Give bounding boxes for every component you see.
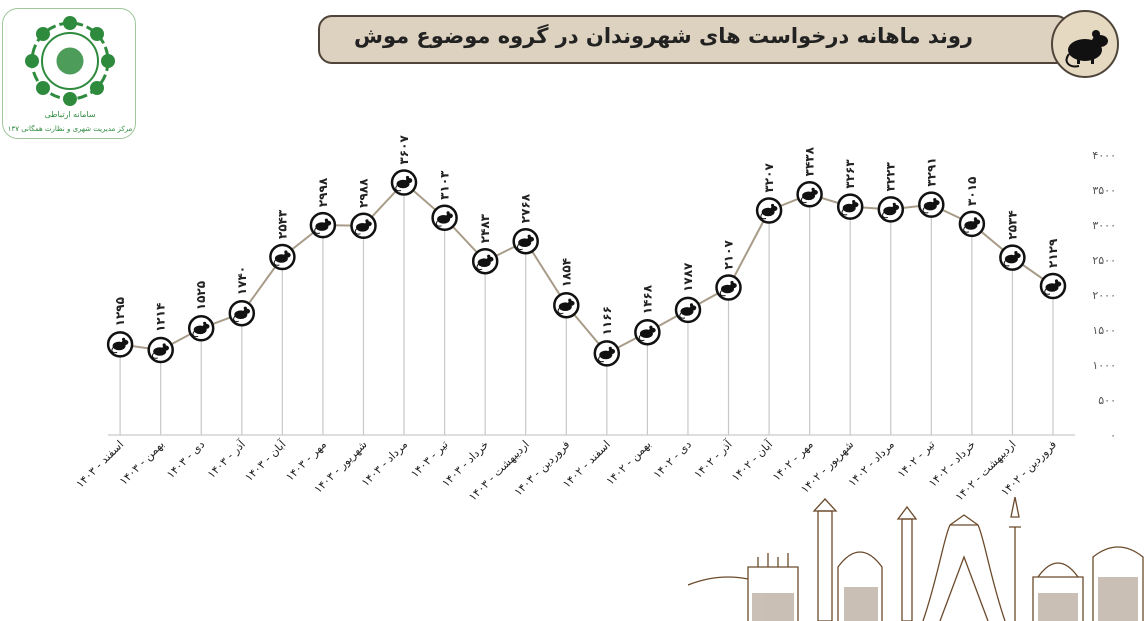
- x-tick-label: دی - ۱۴۰۲: [651, 438, 694, 481]
- tehran-skyline-illustration-icon: [688, 497, 1144, 621]
- rat-marker-icon: [106, 331, 134, 358]
- data-label: ۱۲۹۵: [113, 297, 127, 326]
- y-tick-label: ۲۵۰۰: [1092, 254, 1116, 267]
- rat-marker-icon: [877, 196, 905, 223]
- data-label: ۳۴۳۸: [803, 146, 817, 176]
- data-label: ۱۲۱۴: [154, 303, 168, 332]
- x-tick-label: آبان - ۱۴۰۳: [242, 437, 289, 484]
- x-tick-label: تیر - ۱۴۰۲: [895, 438, 937, 480]
- rat-marker-icon: [796, 181, 823, 208]
- title-banner: روند ماهانه درخواست های شهروندان در گروه…: [318, 15, 1070, 64]
- data-label: ۱۷۴۰: [235, 266, 249, 295]
- data-label: ۳۱۰۳: [438, 170, 452, 200]
- data-label: ۳۲۹۱: [924, 157, 938, 186]
- data-label: ۱۴۶۸: [640, 284, 654, 314]
- rat-marker-icon: [471, 247, 499, 275]
- logo-text-2: مرکز مدیریت شهری و نظارت همگانی ۱۳۷: [8, 124, 133, 133]
- rat-marker-icon: [390, 169, 418, 196]
- data-label: ۳۶۰۷: [397, 135, 411, 165]
- title-rat-badge: [1051, 10, 1119, 78]
- rat-marker-icon: [553, 291, 580, 319]
- data-label: ۲۹۹۸: [316, 177, 330, 207]
- rat-marker-icon: [269, 243, 296, 271]
- rat-marker-icon: [674, 296, 702, 324]
- data-label: ۲۹۸۸: [356, 178, 370, 208]
- y-tick-label: ۵۰۰: [1098, 394, 1116, 407]
- rat-marker-icon: [512, 227, 539, 255]
- data-label: ۳۲۶۳: [843, 159, 857, 189]
- series-line: [119, 181, 1054, 355]
- rat-marker-icon: [1039, 272, 1067, 300]
- x-tick-label: اسفند - ۱۴۰۳: [74, 438, 127, 491]
- municipality-logo: سامانه ارتباطی مرکز مدیریت شهری و نظارت …: [2, 8, 136, 139]
- x-tick-label: آبان - ۱۴۰۲: [728, 437, 775, 484]
- rat-marker-icon: [147, 336, 174, 364]
- data-label: ۳۰۱۵: [965, 177, 979, 206]
- rat-marker-icon: [958, 210, 986, 238]
- rat-marker-icon: [836, 193, 864, 220]
- y-tick-label: ۱۵۰۰: [1092, 324, 1116, 337]
- x-tick-label: تیر - ۱۴۰۳: [408, 438, 450, 480]
- data-label: ۲۱۰۷: [722, 240, 736, 270]
- y-tick-label: ۰: [1110, 429, 1116, 442]
- rat-marker-icon: [431, 204, 458, 232]
- rat-marker-icon: [918, 191, 945, 218]
- rat-marker-icon: [350, 212, 377, 240]
- data-label: ۱۵۲۵: [194, 281, 208, 310]
- rat-marker-icon: [309, 211, 337, 239]
- y-tick-label: ۳۵۰۰: [1092, 184, 1116, 197]
- y-tick-label: ۱۰۰۰: [1092, 359, 1116, 372]
- rat-marker-icon: [228, 299, 256, 327]
- rat-marker-icon: [634, 318, 661, 346]
- data-label: ۳۲۰۷: [762, 163, 776, 193]
- rat-marker-icon: [755, 197, 783, 224]
- logo-text-1: سامانه ارتباطی: [44, 110, 95, 119]
- data-label: ۳۲۲۳: [884, 161, 898, 191]
- data-label: ۲۷۶۸: [519, 193, 533, 223]
- y-tick-label: ۴۰۰۰: [1092, 149, 1116, 162]
- data-label: ۱۱۶۶: [600, 306, 614, 335]
- tehran-municipality-logo-icon: سامانه ارتباطی مرکز مدیریت شهری و نظارت …: [8, 16, 133, 133]
- data-label: ۲۴۸۳: [478, 213, 492, 243]
- rat-marker-icon: [593, 340, 621, 367]
- data-label: ۱۷۸۷: [681, 262, 695, 292]
- rat-marker-icon: [999, 244, 1026, 271]
- rat-marker-icon: [187, 315, 215, 342]
- rat-icon: [1065, 30, 1108, 68]
- y-tick-label: ۲۰۰۰: [1092, 289, 1116, 302]
- page-title: روند ماهانه درخواست های شهروندان در گروه…: [353, 24, 973, 48]
- rat-marker-icon: [715, 274, 742, 301]
- x-tick-label: دی - ۱۴۰۳: [164, 438, 207, 481]
- y-tick-label: ۳۰۰۰: [1092, 219, 1116, 232]
- data-label: ۱۸۵۴: [559, 258, 573, 287]
- data-label: ۲۵۴۳: [275, 209, 289, 239]
- data-label: ۲۵۳۴: [1005, 210, 1019, 239]
- data-label: ۲۱۲۹: [1046, 238, 1060, 268]
